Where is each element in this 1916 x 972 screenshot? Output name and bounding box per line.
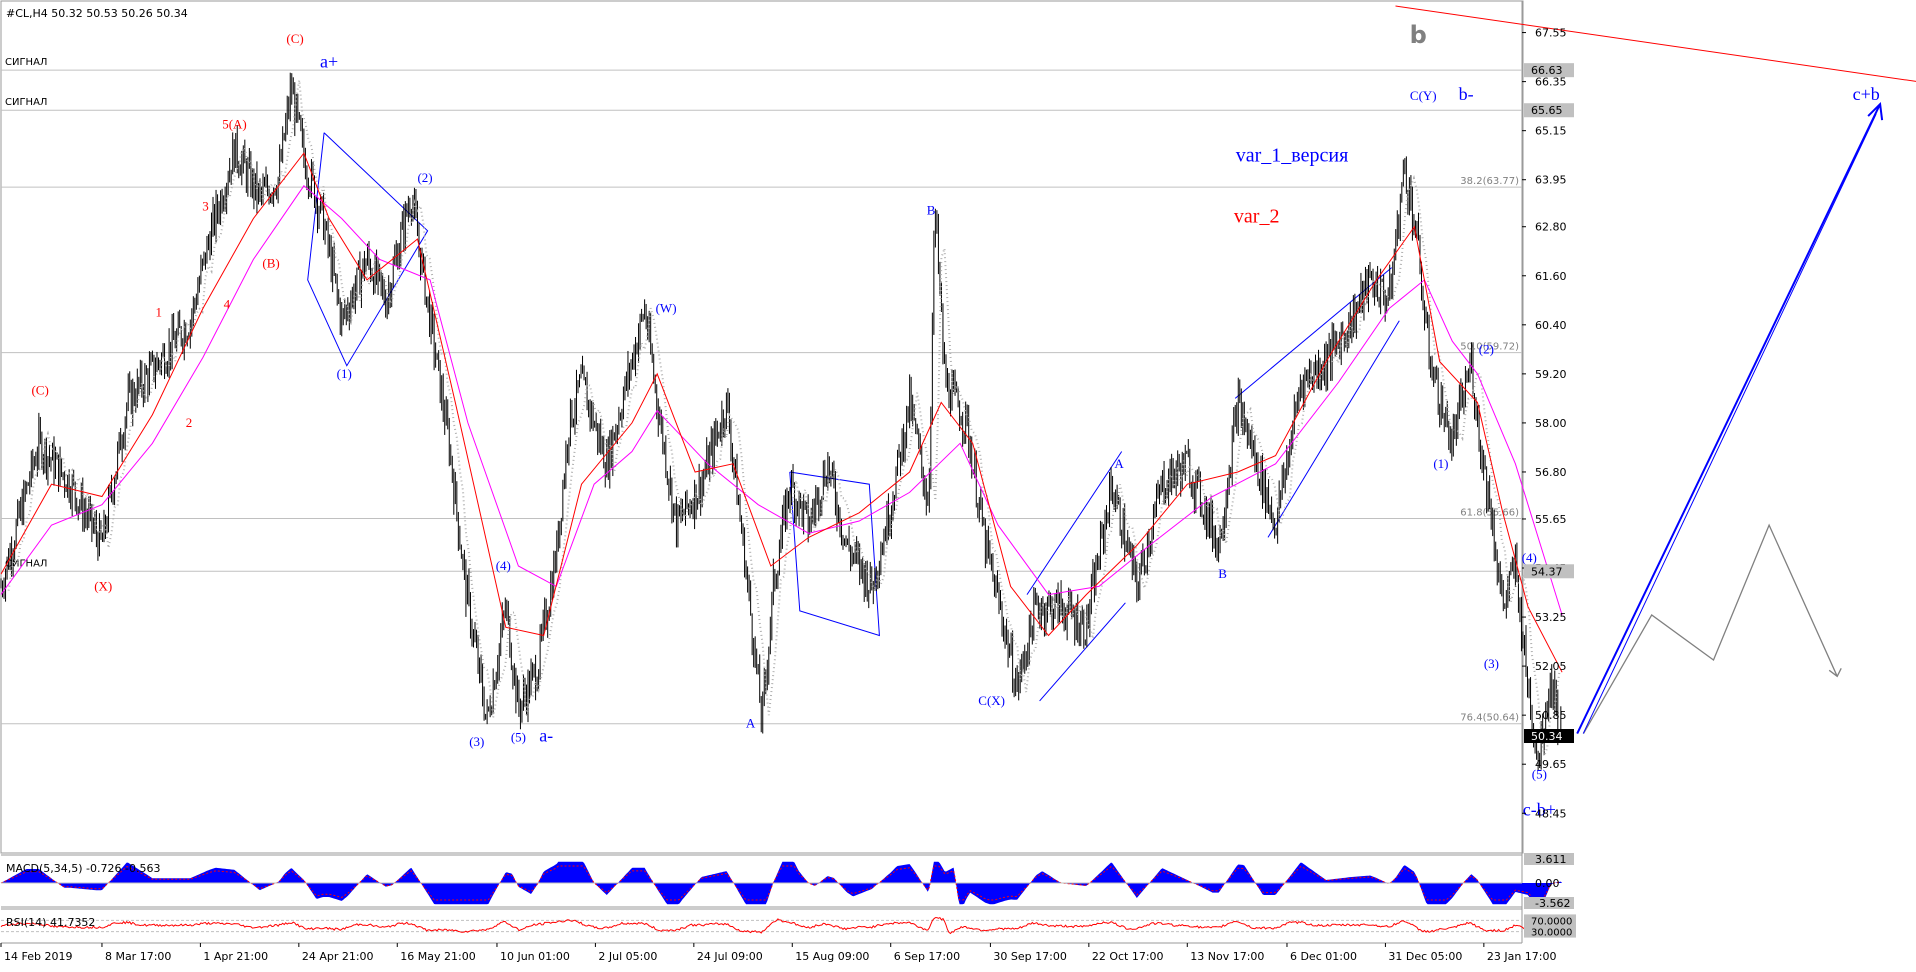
wave-label-blue-2: (2) [417, 170, 432, 185]
wave-label-red-5: 1 [156, 305, 163, 320]
wave-channel-2 [1027, 452, 1122, 595]
symbol-info-text: #CL,H4 50.32 50.53 50.26 50.34 [6, 7, 188, 20]
wave-label-blue-13: C(Y) [1410, 88, 1437, 103]
wave-label-red-8: (X) [94, 578, 112, 593]
x-tick-label-12: 13 Nov 17:00 [1190, 950, 1264, 963]
macd-tick-label-1: 0.00 [1535, 877, 1560, 890]
wave-label-red-0: (C) [286, 31, 303, 46]
wave-label-blue-15: var_1_версия [1236, 144, 1349, 166]
forecast-path-gray [1584, 525, 1838, 734]
x-tick-label-2: 1 Apr 21:00 [203, 950, 268, 963]
rsi-tick-label-1: 30.0000 [1531, 928, 1572, 939]
wave-label-red-2: 3 [202, 198, 209, 213]
x-tick-label-4: 16 May 21:00 [400, 950, 475, 963]
price-box-label-0: 66.63 [1531, 64, 1563, 77]
wave-label-blue-1: (1) [337, 366, 352, 381]
wave-label-blue-7: (W) [656, 301, 677, 316]
wave-label-blue-3: (4) [496, 558, 511, 573]
wave-label-red-6: 2 [186, 415, 193, 430]
wave-label-blue-16: (2) [1479, 341, 1494, 356]
wave-label-blue-22: c+b [1853, 84, 1880, 104]
x-tick-label-3: 24 Apr 21:00 [302, 950, 374, 963]
x-tick-label-13: 6 Dec 01:00 [1290, 950, 1357, 963]
trend-line-red [1396, 6, 1916, 84]
dotted-indicator-line [9, 80, 1560, 756]
y-tick-label-9: 56.80 [1535, 466, 1567, 479]
rsi-title: RSI(14) 41.7352 [6, 916, 95, 929]
ma-fast-line [1, 153, 1562, 672]
wave-label-blue-11: B [1218, 566, 1227, 581]
forecast-arrow-head [1868, 104, 1882, 120]
wave-label-red-9: var_2 [1234, 206, 1280, 228]
signal-label-1: СИГНАЛ [5, 97, 47, 108]
y-tick-label-4: 62.80 [1535, 221, 1567, 234]
price-box-label-1: 65.65 [1531, 104, 1563, 117]
wave-label-blue-5: (5) [511, 730, 526, 745]
wave-label-blue-12: C(X) [978, 693, 1005, 708]
wave-label-red-7: (C) [31, 382, 48, 397]
wave-label-blue-4: (3) [469, 734, 484, 749]
x-tick-label-7: 24 Jul 09:00 [697, 950, 763, 963]
wave-label-blue-19: (3) [1484, 656, 1499, 671]
y-tick-label-13: 52.05 [1535, 660, 1567, 673]
wave-channel-5 [1268, 321, 1399, 538]
x-tick-label-9: 6 Sep 17:00 [894, 950, 960, 963]
x-tick-label-10: 30 Sep 17:00 [993, 950, 1066, 963]
wave-label-blue-6: a- [539, 726, 553, 746]
y-tick-label-15: 49.65 [1535, 758, 1567, 771]
x-tick-label-5: 10 Jun 01:00 [500, 950, 570, 963]
macd-tick-label-2: -3.562 [1535, 897, 1570, 910]
y-tick-label-12: 53.25 [1535, 611, 1567, 624]
x-tick-label-6: 2 Jul 05:00 [598, 950, 657, 963]
x-tick-label-0: 14 Feb 2019 [4, 950, 72, 963]
wave-label-blue-10: A [1114, 456, 1124, 471]
wave-label-gray-b: b [1410, 21, 1427, 49]
x-tick-label-11: 22 Oct 17:00 [1092, 950, 1164, 963]
fib-label-4: 61.8(55.66) [1460, 508, 1519, 519]
y-tick-label-8: 58.00 [1535, 417, 1567, 430]
macd-tick-label-0: 3.611 [1535, 853, 1567, 866]
price-box-label-2: 54.37 [1531, 565, 1563, 578]
fib-label-6: 76.4(50.64) [1460, 713, 1519, 724]
wave-label-red-1: 5(A) [222, 117, 247, 132]
x-tick-label-8: 15 Aug 09:00 [795, 950, 869, 963]
x-tick-label-1: 8 Mar 17:00 [105, 950, 171, 963]
y-tick-label-1: 66.35 [1535, 76, 1567, 89]
x-tick-label-15: 23 Jan 17:00 [1487, 950, 1557, 963]
y-tick-label-3: 63.95 [1535, 174, 1567, 187]
forecast-arrow-blue [1577, 104, 1880, 734]
forecast-arrow-blue-inner [1583, 114, 1876, 733]
signal-label-0: СИГНАЛ [5, 57, 47, 68]
y-tick-label-5: 61.60 [1535, 270, 1567, 283]
y-tick-label-16: 48.45 [1535, 807, 1567, 820]
y-tick-label-6: 60.40 [1535, 319, 1567, 332]
y-tick-label-0: 67.55 [1535, 27, 1567, 40]
price-box-label-3: 50.34 [1531, 730, 1563, 743]
wave-label-blue-8: A [746, 715, 756, 730]
wave-label-blue-0: a+ [320, 51, 338, 71]
y-tick-label-14: 50.85 [1535, 709, 1567, 722]
y-tick-label-7: 59.20 [1535, 368, 1567, 381]
wave-label-blue-9: B [927, 202, 936, 217]
y-tick-label-2: 65.15 [1535, 125, 1567, 138]
macd-title: MACD(5,34,5) -0.726 -0.563 [6, 862, 160, 875]
wave-label-blue-14: b- [1459, 84, 1474, 104]
y-tick-label-10: 55.65 [1535, 513, 1567, 526]
wave-label-red-4: 4 [224, 296, 231, 311]
x-tick-label-14: 31 Dec 05:00 [1388, 950, 1462, 963]
fib-label-2: 38.2(63.77) [1460, 176, 1519, 187]
wave-label-red-3: (B) [262, 256, 279, 271]
wave-label-blue-17: (1) [1433, 456, 1448, 471]
